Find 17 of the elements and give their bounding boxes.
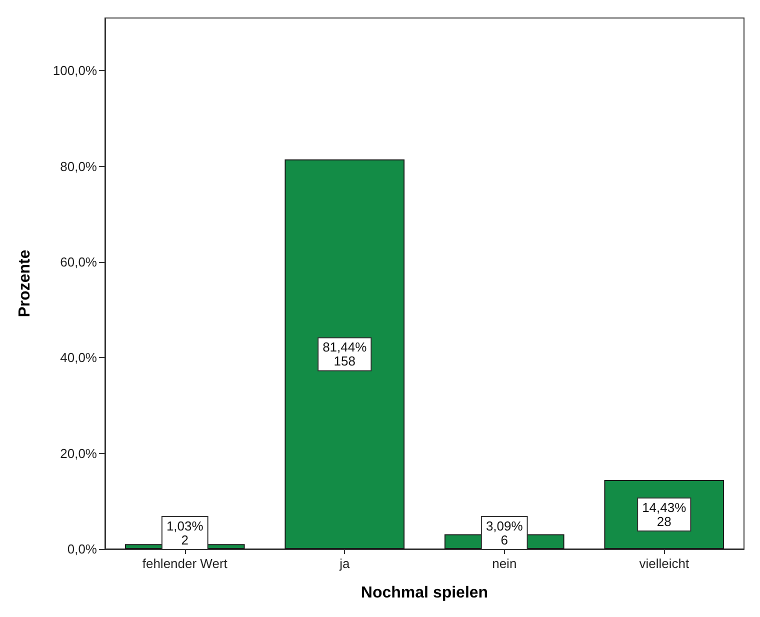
y-tick-label: 80,0% bbox=[60, 158, 98, 174]
data-label: 3,09% 6 bbox=[486, 518, 524, 548]
y-tick-label: 20,0% bbox=[60, 446, 98, 461]
y-tick-label: 100,0% bbox=[52, 63, 98, 78]
y-tick-label: 0,0% bbox=[67, 542, 98, 556]
x-tick-label: nein bbox=[492, 556, 517, 571]
x-tick-label: ja bbox=[338, 556, 350, 571]
data-label: 14,43% 28 bbox=[642, 500, 687, 529]
data-label: 81,44% 158 bbox=[322, 340, 368, 369]
data-label: 1,03% 2 bbox=[166, 518, 204, 548]
x-tick-label: vielleicht bbox=[639, 556, 690, 571]
x-tick-label: fehlender Wert bbox=[142, 556, 228, 571]
y-tick-label: 60,0% bbox=[60, 254, 98, 270]
y-tick-label: 40,0% bbox=[60, 350, 98, 366]
bar bbox=[284, 159, 405, 549]
x-axis-title: Nochmal spielen bbox=[360, 584, 488, 602]
y-axis-title: Prozente bbox=[16, 250, 34, 318]
